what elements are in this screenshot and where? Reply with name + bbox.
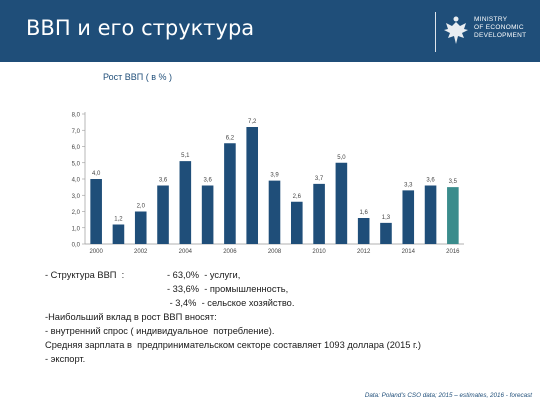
structure-row-3: - 3,4% - сельское хозяйство. bbox=[45, 296, 421, 310]
salary-text: Средняя зарплата в предпринимательском с… bbox=[45, 340, 421, 350]
data-label-2005: 3,6 bbox=[203, 178, 212, 184]
y-tick-label: 2,0 bbox=[72, 210, 81, 216]
y-tick-label: 4,0 bbox=[72, 178, 81, 184]
data-label-2009: 2,6 bbox=[293, 194, 302, 200]
data-label-2016: 3,5 bbox=[449, 179, 458, 185]
page-title: ВВП и его структура bbox=[26, 16, 255, 40]
structure-label: - Структура ВВП : bbox=[45, 270, 125, 280]
structure-row-2: - 33,6% - промышленность, bbox=[45, 282, 421, 296]
bar-2005 bbox=[201, 185, 214, 244]
data-label-2006: 6,2 bbox=[226, 135, 235, 141]
x-tick-label: 2008 bbox=[268, 249, 282, 255]
y-tick-label: 3,0 bbox=[72, 194, 81, 200]
y-tick-label: 5,0 bbox=[72, 161, 81, 167]
x-tick-label: 2000 bbox=[89, 249, 103, 255]
data-label-2015: 3,6 bbox=[426, 178, 435, 184]
x-tick-label: 2016 bbox=[446, 249, 460, 255]
x-tick-label: 2010 bbox=[312, 249, 326, 255]
ministry-line-3: DEVELOPMENT bbox=[474, 32, 527, 39]
x-tick-label: 2004 bbox=[179, 249, 193, 255]
bar-2000 bbox=[90, 179, 102, 244]
eagle-emblem-icon bbox=[444, 16, 468, 44]
bar-2015 bbox=[424, 185, 437, 244]
export-text: - экспорт. bbox=[45, 354, 86, 364]
gdp-growth-chart: 0,0 1,0 2,0 3,0 4,0 5,0 6,0 7,0 8,0 4,0 1,2 2,0 3,6 5… bbox=[72, 112, 464, 255]
y-tick-label: 6,0 bbox=[72, 145, 81, 151]
bar-2007 bbox=[246, 127, 259, 244]
x-tick-label: 2002 bbox=[134, 249, 148, 255]
x-tick-label: 2012 bbox=[357, 249, 371, 255]
data-source-note: Data: Poland's CSO data; 2015 – estimate… bbox=[364, 392, 532, 399]
data-label-2004: 5,1 bbox=[181, 153, 190, 159]
ministry-line-1: MINISTRY bbox=[474, 16, 508, 23]
bar-2004 bbox=[179, 161, 192, 244]
data-label-2003: 3,6 bbox=[159, 178, 168, 184]
y-tick-label: 8,0 bbox=[72, 113, 81, 119]
structure-item-services: - 63,0% - услуги, bbox=[167, 270, 241, 280]
y-tick-label: 1,0 bbox=[72, 226, 81, 232]
data-label-2013: 1,3 bbox=[382, 215, 391, 221]
y-tick-label: 7,0 bbox=[72, 129, 81, 135]
bar-2010 bbox=[313, 183, 325, 244]
ministry-line-2: OF ECONOMIC bbox=[474, 24, 524, 31]
data-label-2007: 7,2 bbox=[248, 119, 257, 125]
x-tick-label: 2014 bbox=[402, 249, 416, 255]
bar-2009 bbox=[290, 201, 303, 244]
bar-2003 bbox=[157, 185, 169, 244]
data-label-2001: 1,2 bbox=[114, 217, 123, 223]
data-label-2008: 3,9 bbox=[270, 173, 279, 179]
bar-2014 bbox=[402, 190, 415, 244]
bar-2016 bbox=[447, 187, 459, 244]
bar-2008 bbox=[268, 180, 281, 244]
domestic-demand-text: - внутренний спрос ( индивидуальное потр… bbox=[45, 326, 275, 336]
data-label-2002: 2,0 bbox=[137, 204, 146, 210]
y-tick-label: 0,0 bbox=[72, 243, 81, 249]
bar-2011 bbox=[335, 162, 348, 244]
structure-item-agriculture: - 3,4% - сельское хозяйство. bbox=[167, 298, 295, 308]
notes-block: - Структура ВВП : - 63,0% - услуги, - 33… bbox=[45, 268, 421, 366]
bar-2013 bbox=[380, 222, 392, 244]
data-label-2000: 4,0 bbox=[92, 171, 101, 177]
x-tick-label: 2006 bbox=[223, 249, 237, 255]
structure-row-1: - Структура ВВП : - 63,0% - услуги, bbox=[45, 268, 421, 282]
growth-contrib-heading: -Наибольший вклад в рост ВВП вносят: bbox=[45, 312, 217, 322]
bar-2012 bbox=[357, 218, 370, 244]
bar-2002 bbox=[134, 211, 147, 244]
data-label-2011: 5,0 bbox=[337, 155, 346, 161]
header-bar: ВВП и его структура MINISTRY OF ECONOMIC… bbox=[0, 0, 540, 62]
data-label-2010: 3,7 bbox=[315, 176, 324, 182]
data-label-2014: 3,3 bbox=[404, 182, 413, 188]
ministry-name: MINISTRY OF ECONOMIC DEVELOPMENT bbox=[474, 16, 526, 40]
header-divider bbox=[435, 12, 436, 52]
structure-item-industry: - 33,6% - промышленность, bbox=[167, 284, 289, 294]
bar-2006 bbox=[224, 143, 236, 244]
bar-2001 bbox=[112, 224, 125, 244]
data-label-2012: 1,6 bbox=[360, 210, 369, 216]
chart-title: Рост ВВП ( в % ) bbox=[103, 72, 172, 82]
